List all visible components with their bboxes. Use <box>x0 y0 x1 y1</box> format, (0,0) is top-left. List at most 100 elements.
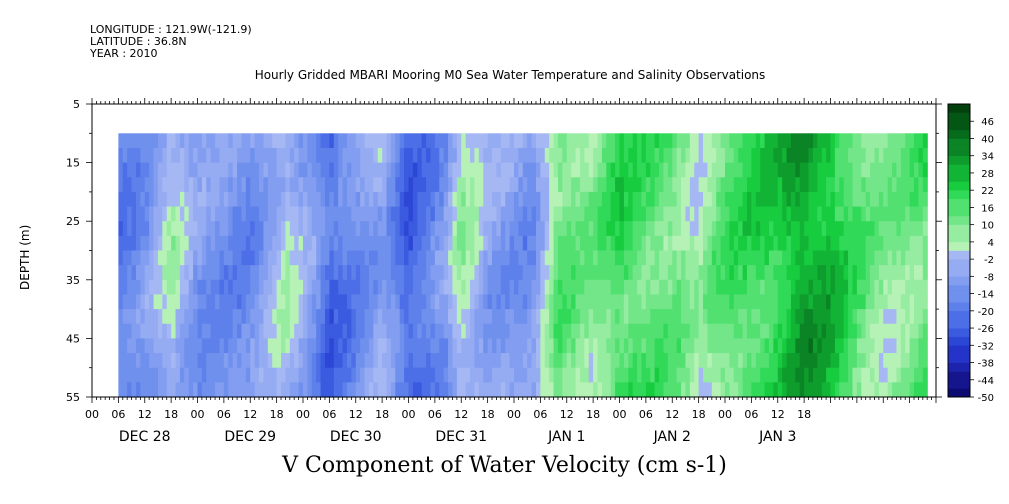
heatmap-cell <box>782 177 788 193</box>
y-tick-label: 45 <box>66 332 80 345</box>
x-hour-tick-label: 12 <box>349 408 363 421</box>
y-tick-label: 55 <box>66 391 80 404</box>
heatmap-cell <box>254 191 260 208</box>
heatmap-cell <box>887 367 893 383</box>
heatmap-cell <box>685 367 691 383</box>
heatmap-cell <box>487 235 493 252</box>
heatmap-cell <box>382 162 388 178</box>
heatmap-cell <box>720 206 726 222</box>
heatmap-cell <box>263 367 269 383</box>
heatmap-cell <box>764 191 770 208</box>
heatmap-cell <box>122 338 128 354</box>
heatmap-cell <box>562 162 568 178</box>
heatmap-cell <box>909 162 915 178</box>
heatmap-cell <box>711 382 717 398</box>
heatmap-cell <box>149 367 155 383</box>
heatmap-cell <box>294 191 300 208</box>
heatmap-cell <box>487 147 493 164</box>
heatmap-cell <box>360 367 366 383</box>
heatmap-cell <box>188 206 194 222</box>
heatmap-cell <box>703 162 709 178</box>
heatmap-cell <box>439 309 445 325</box>
heatmap-cell <box>289 133 295 149</box>
heatmap-cell <box>852 177 858 193</box>
heatmap-cell <box>338 177 344 193</box>
heatmap-cell <box>531 147 537 164</box>
heatmap-cell <box>127 191 133 208</box>
heatmap-cell <box>619 323 625 339</box>
heatmap-cell <box>311 250 317 266</box>
heatmap-cell <box>505 353 511 369</box>
heatmap-cell <box>377 162 383 178</box>
heatmap-cell <box>755 367 761 383</box>
heatmap-cell <box>382 323 388 339</box>
heatmap-cell <box>848 294 854 310</box>
heatmap-cell <box>615 367 621 383</box>
heatmap-cell <box>667 206 673 222</box>
heatmap-cell <box>760 265 766 281</box>
heatmap-cell <box>461 177 467 193</box>
heatmap-cell <box>782 367 788 383</box>
heatmap-cell <box>122 323 128 339</box>
heatmap-cell <box>171 338 177 354</box>
heatmap-cell <box>597 191 603 208</box>
heatmap-cell <box>338 338 344 354</box>
heatmap-cell <box>549 250 555 266</box>
heatmap-cell <box>588 235 594 252</box>
heatmap-cell <box>566 265 572 281</box>
heatmap-cell <box>698 279 704 296</box>
heatmap-cell <box>681 221 687 237</box>
heatmap-cell <box>157 294 163 310</box>
x-day-label: JAN 1 <box>547 429 585 445</box>
heatmap-cell <box>826 338 832 354</box>
heatmap-cell <box>386 294 392 310</box>
heatmap-cell <box>606 323 612 339</box>
heatmap-cell <box>492 177 498 193</box>
heatmap-cell <box>281 221 287 237</box>
heatmap-cell <box>628 191 634 208</box>
heatmap-cell <box>514 323 519 339</box>
heatmap-cell <box>733 323 739 339</box>
heatmap-cell <box>637 133 643 149</box>
heatmap-cell <box>645 367 651 383</box>
heatmap-cell <box>465 309 471 325</box>
heatmap-cell <box>619 191 625 208</box>
heatmap-cell <box>597 367 603 383</box>
x-hour-tick-label: 00 <box>296 408 310 421</box>
heatmap-cell <box>443 279 449 296</box>
heatmap-cell <box>703 133 709 149</box>
heatmap-cell <box>865 309 871 325</box>
heatmap-cell <box>263 177 269 193</box>
heatmap-cell <box>892 235 898 252</box>
heatmap-cell <box>681 382 687 398</box>
heatmap-cell <box>492 147 498 164</box>
heatmap-cell <box>601 162 607 178</box>
heatmap-cell <box>434 309 440 325</box>
heatmap-cell <box>324 235 330 252</box>
heatmap-cell <box>193 147 199 164</box>
heatmap-cell <box>259 191 265 208</box>
heatmap-cell <box>786 367 792 383</box>
heatmap-cell <box>676 353 682 369</box>
heatmap-cell <box>135 177 141 193</box>
heatmap-cell <box>232 367 238 383</box>
heatmap-cell <box>245 250 251 266</box>
heatmap-cell <box>219 367 225 383</box>
heatmap-cell <box>694 382 700 398</box>
heatmap-cell <box>206 294 212 310</box>
heatmap-cell <box>408 221 414 237</box>
heatmap-cell <box>887 279 893 296</box>
heatmap-cell <box>905 221 911 237</box>
heatmap-cell <box>764 279 770 296</box>
heatmap-cell <box>619 382 625 398</box>
heatmap-cell <box>333 294 339 310</box>
heatmap-cell <box>799 382 805 398</box>
heatmap-cell <box>514 353 519 369</box>
heatmap-cell <box>896 382 902 398</box>
heatmap-cell <box>755 309 761 325</box>
heatmap-cell <box>703 250 709 266</box>
heatmap-cell <box>179 177 185 193</box>
heatmap-cell <box>874 382 880 398</box>
heatmap-cell <box>834 221 840 237</box>
heatmap-cell <box>834 206 840 222</box>
